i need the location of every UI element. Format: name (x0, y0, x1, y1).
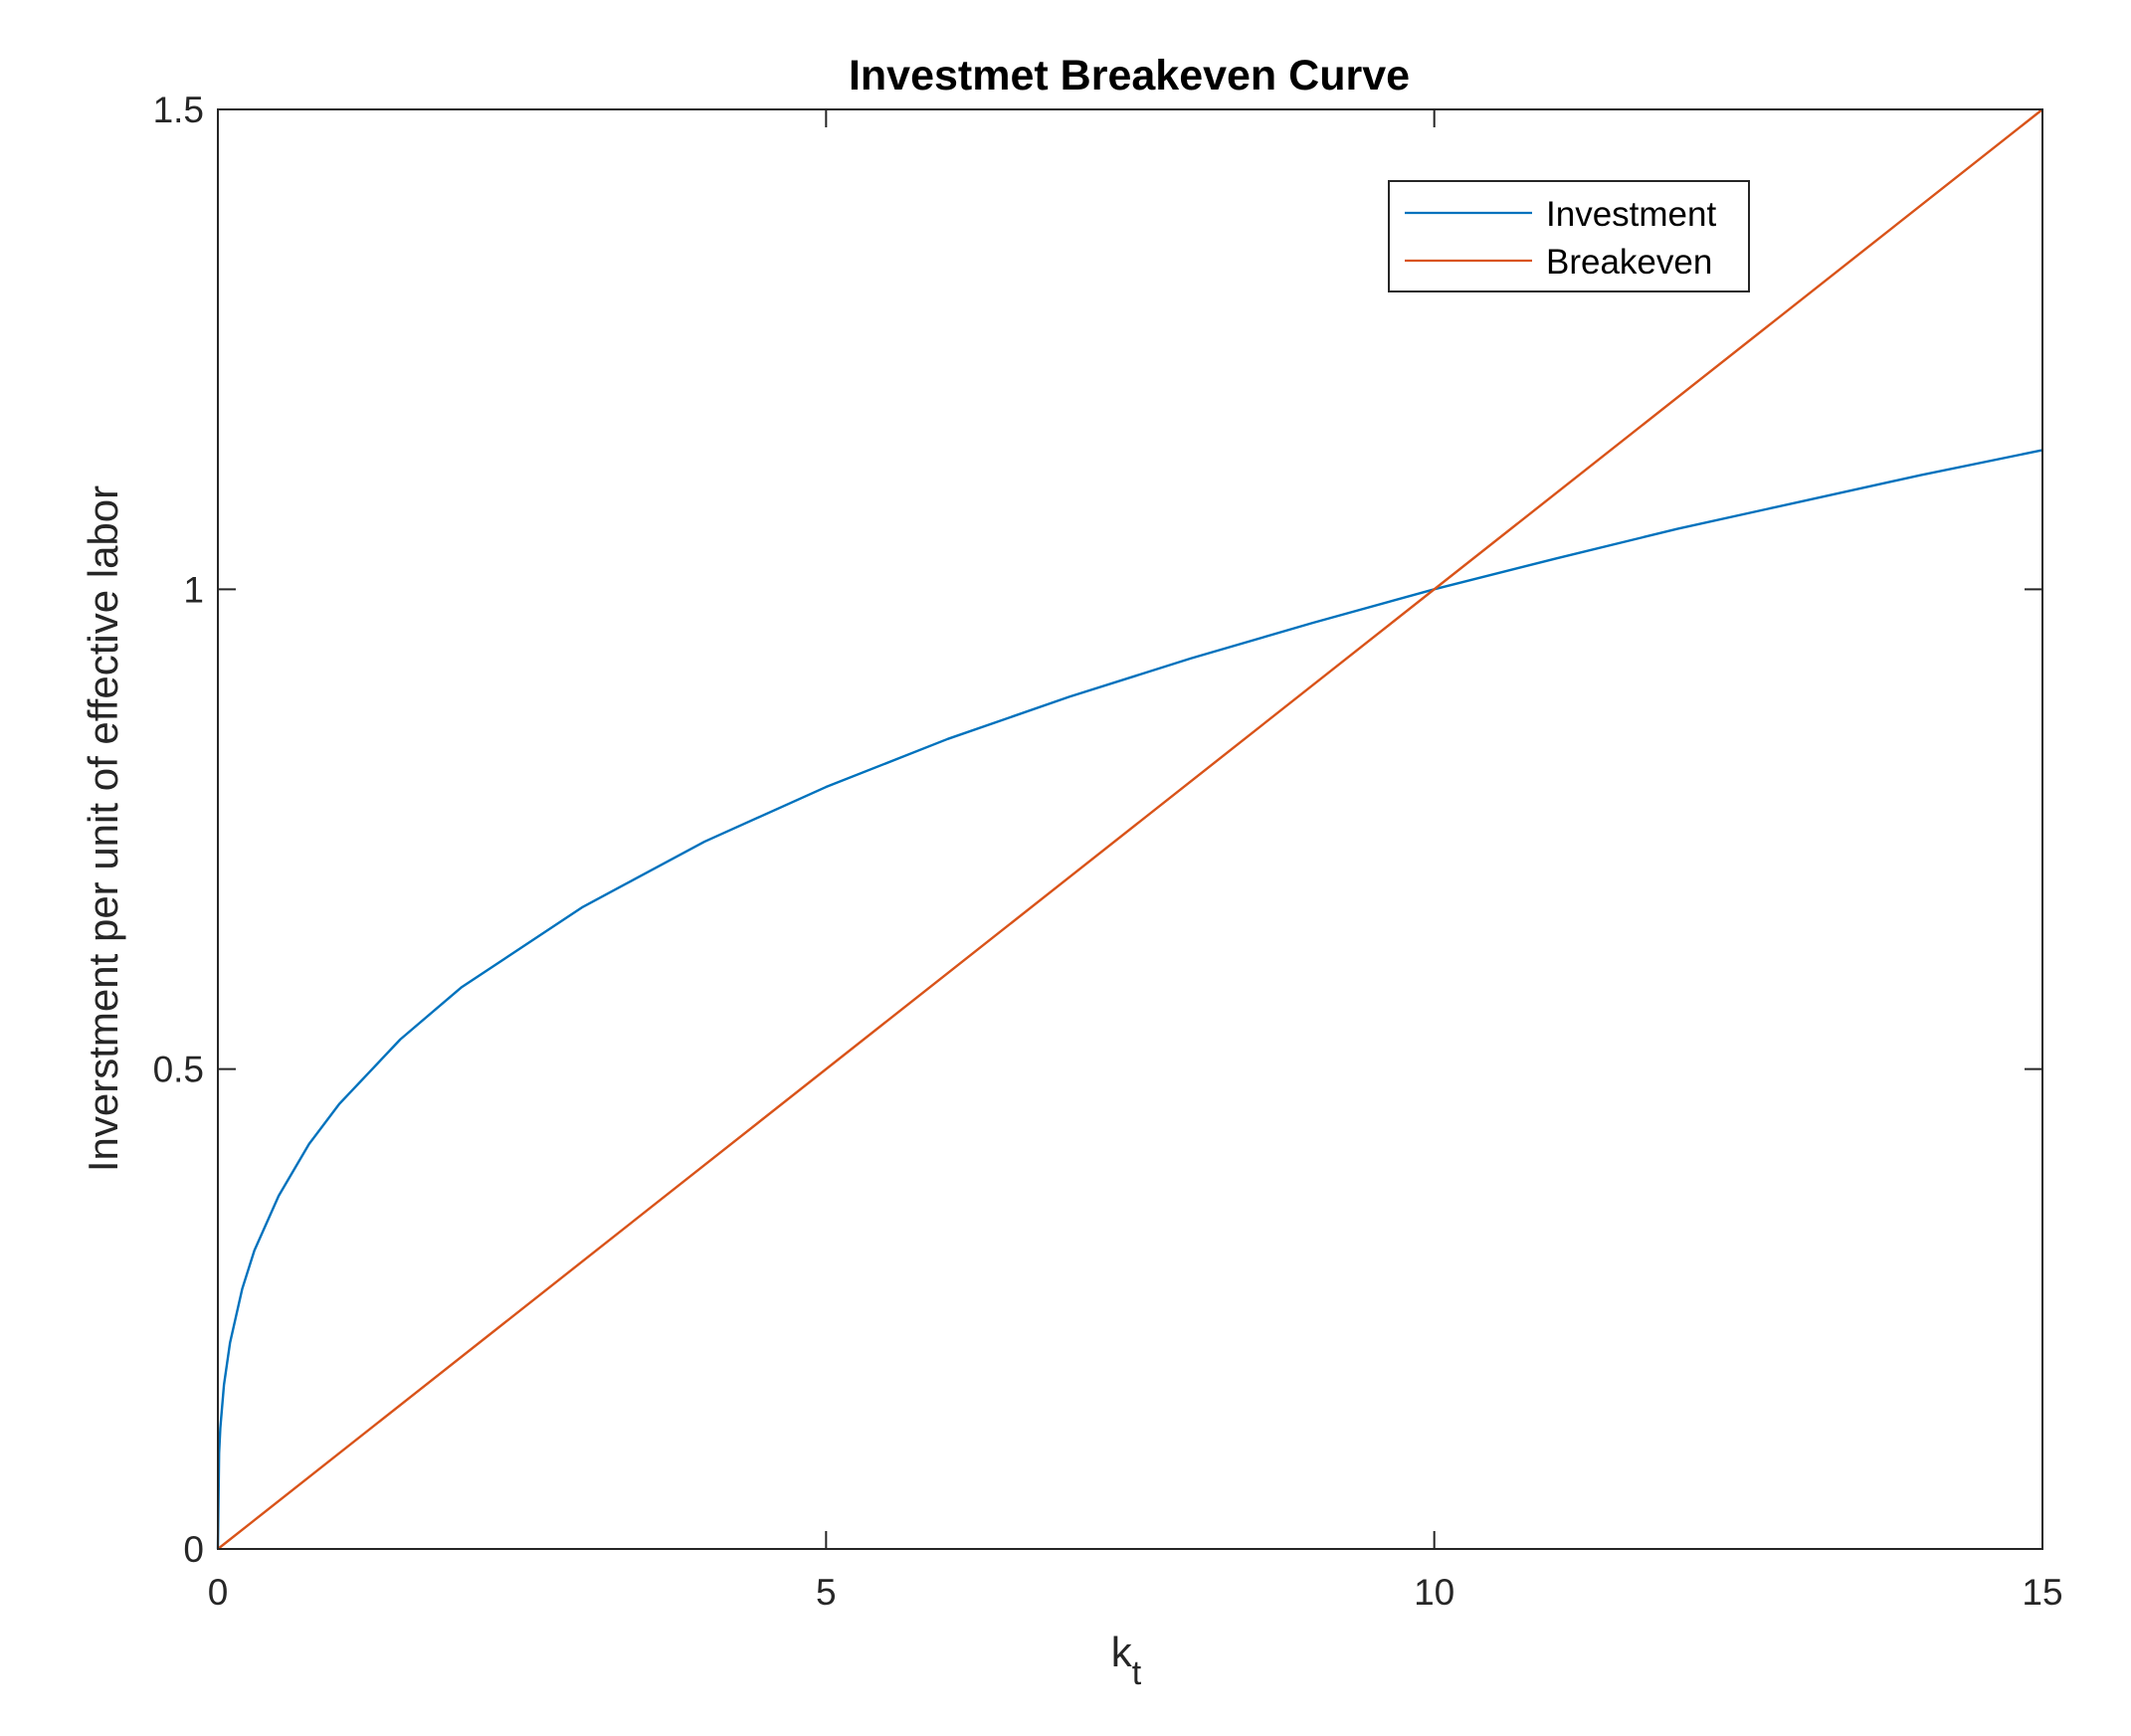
series-line-breakeven (217, 108, 2043, 1550)
legend-label-breakeven: Breakeven (1546, 243, 1712, 282)
series-line-investment (216, 449, 2043, 1550)
x-axis-label-subscript: t (1132, 1654, 1142, 1692)
y-tick-label: 1 (183, 569, 204, 610)
tick-labels: 0 5 10 15 0 0.5 1 1.5 (153, 90, 2063, 1613)
series-lines (216, 108, 2043, 1550)
y-tick-label: 0.5 (153, 1050, 204, 1090)
legend-box (1388, 180, 1750, 292)
x-tick-label: 15 (2022, 1572, 2062, 1613)
x-tick-label: 0 (208, 1572, 229, 1613)
axes-box (217, 108, 2043, 1550)
chart-title: Investmet Breakeven Curve (849, 52, 1410, 99)
y-tick-label: 1.5 (153, 90, 204, 130)
x-axis-label-base: k (1111, 1629, 1133, 1675)
legend-label-investment: Investment (1546, 195, 1716, 234)
y-axis-label: Inverstment per unit of effective labor (80, 485, 126, 1172)
x-tick-label: 5 (816, 1572, 837, 1613)
legend: Investment Breakeven (1388, 180, 1750, 292)
x-axis-label: kt (1111, 1629, 1142, 1692)
y-tick-label: 0 (183, 1529, 204, 1570)
x-tick-label: 10 (1414, 1572, 1454, 1613)
